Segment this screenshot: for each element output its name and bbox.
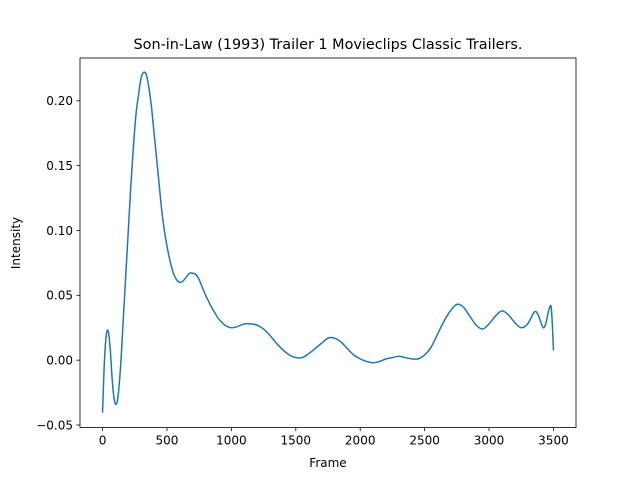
chart-title: Son-in-Law (1993) Trailer 1 Movieclips C… bbox=[134, 37, 523, 53]
x-tick-label: 1000 bbox=[216, 434, 247, 448]
plot-area bbox=[80, 58, 576, 428]
series-line bbox=[101, 71, 555, 413]
axis-ticks: 0 500 1000 1500 2000 2500 3000 3500 −0.05 0.00 0.0… bbox=[36, 94, 569, 448]
x-tick-label: 0 bbox=[99, 434, 107, 448]
axes-frame bbox=[79, 57, 577, 429]
y-tick-label: 0.20 bbox=[46, 94, 73, 108]
x-tick-label: 500 bbox=[156, 434, 179, 448]
y-tick-label: 0.10 bbox=[46, 224, 73, 238]
x-axis-label: Frame bbox=[309, 456, 346, 470]
x-tick-label: 3500 bbox=[538, 434, 569, 448]
series-layer bbox=[101, 71, 555, 413]
x-tick-label: 1500 bbox=[281, 434, 312, 448]
x-tick-label: 3000 bbox=[474, 434, 505, 448]
y-tick-label: 0.15 bbox=[46, 159, 73, 173]
x-tick-label: 2500 bbox=[409, 434, 440, 448]
y-tick-label: −0.05 bbox=[36, 418, 73, 432]
y-axis-label: Intensity bbox=[9, 217, 23, 269]
y-tick-label: 0.05 bbox=[46, 289, 73, 303]
x-tick-label: 2000 bbox=[345, 434, 376, 448]
y-tick-label: 0.00 bbox=[46, 353, 73, 367]
